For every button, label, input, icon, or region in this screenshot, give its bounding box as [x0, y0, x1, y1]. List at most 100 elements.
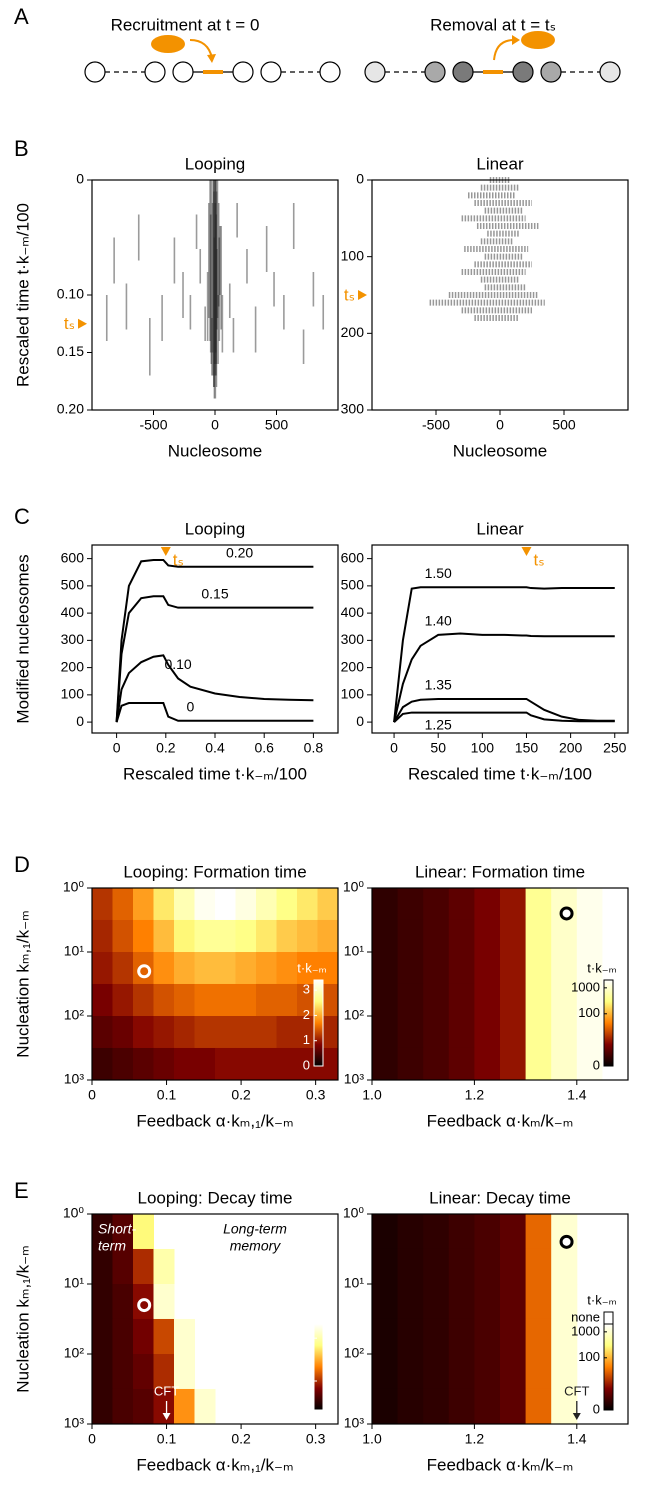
series-label: 1.50 [425, 565, 452, 581]
colorbar [603, 1323, 614, 1411]
x-tick-label: 50 [430, 740, 446, 756]
nucleosome [599, 61, 621, 83]
chart-title: Linear [476, 154, 524, 173]
heatmap-cell [112, 1248, 134, 1285]
series-label: 0.20 [226, 545, 253, 561]
cft-label: CFT [154, 1383, 179, 1398]
heatmap-cell [174, 952, 195, 985]
chart-title: Looping: Formation time [123, 862, 306, 881]
heatmap-cell [525, 983, 552, 1017]
y-tick-label: 10³ [64, 1071, 85, 1087]
chart: Looping: Formation time 0 0.1 0.2 0.3 10⁰ 10¹ 1… [13, 862, 339, 1130]
heatmap-cell [92, 888, 113, 921]
x-tick-label: 0 [496, 417, 504, 433]
heatmap-cell [153, 1318, 175, 1355]
heatmap-cell [194, 983, 216, 1017]
heatmap-cell [112, 1284, 134, 1320]
heatmap-cell [372, 1284, 399, 1320]
heatmap-cell [602, 888, 629, 921]
nucleosome [232, 61, 254, 83]
colorbar [313, 1323, 324, 1411]
heatmap-cell [500, 1284, 527, 1320]
heatmap-cell [474, 1248, 501, 1285]
heatmap-cell [525, 1248, 552, 1285]
heatmap-cell [153, 1354, 175, 1390]
panel-label: C [14, 504, 30, 529]
nucleosome [540, 61, 562, 83]
series-label: 1.25 [425, 716, 452, 732]
region-note: Long-term [223, 1221, 287, 1237]
nucleosome [260, 61, 282, 83]
nucleosome [319, 61, 341, 83]
heatmap-cell [133, 888, 154, 921]
colorbar-none-label: none [281, 1309, 310, 1324]
heatmap-cell [474, 1214, 501, 1250]
colorbar-none-label: none [571, 1309, 600, 1324]
heatmap-cell [256, 919, 277, 953]
chromatin-right [364, 61, 621, 83]
heatmap-cell [423, 1318, 450, 1355]
y-tick-label: 400 [61, 604, 85, 620]
y-tick-label: 10¹ [344, 1275, 365, 1291]
series-label: 0.10 [164, 656, 191, 672]
heatmap-cell [133, 1318, 154, 1355]
panel-label: E [14, 1178, 29, 1203]
heatmap-cell [112, 983, 134, 1017]
x-axis-title: Feedback α·kₘ,₁/k₋ₘ [136, 1111, 293, 1130]
heatmap-cell [92, 983, 113, 1017]
heatmap-cell [423, 952, 450, 985]
heatmap-cell [423, 919, 450, 953]
heatmap-cell [525, 888, 552, 921]
colorbar-tick-label: 1000 [571, 979, 600, 994]
heatmap-cell [525, 1284, 552, 1320]
heatmap-cell [500, 1047, 527, 1081]
heatmap-cell [112, 952, 134, 985]
colorbar-tick-label: 0 [303, 1057, 310, 1072]
chart-title: Looping [185, 154, 246, 173]
heatmap-cell [92, 1214, 113, 1250]
x-tick-label: 200 [559, 740, 583, 756]
heatmap-cell [500, 1248, 527, 1285]
arrow-head [512, 35, 520, 45]
heatmap-cell [256, 888, 277, 921]
heatmap-cell [474, 1318, 501, 1355]
heatmap-cell [276, 952, 298, 985]
heatmap-cell [397, 983, 424, 1017]
y-tick-label: 10³ [344, 1415, 365, 1431]
x-axis-title: Feedback α·kₘ/k₋ₘ [427, 1111, 574, 1130]
series-line [115, 702, 314, 723]
heatmap-cell [500, 1388, 527, 1425]
heatmap-cell [276, 1047, 298, 1081]
heatmap-cell [215, 952, 236, 985]
heatmap-cell [525, 952, 552, 985]
heatmap-cell [602, 952, 629, 985]
heatmap-cell [448, 983, 475, 1017]
heatmap-cell [215, 983, 236, 1017]
heatmap-cell [397, 1318, 424, 1355]
colorbar-title: t·k₋ₘ [587, 960, 616, 975]
highlight-point [137, 1298, 152, 1313]
colorbar-tick-label: 0 [593, 1401, 600, 1416]
ts-label: tₛ [533, 550, 544, 569]
series-line [393, 711, 615, 723]
heatmap-cell [576, 1016, 603, 1049]
heatmap-cell [153, 1388, 175, 1425]
heatmap-cell [372, 1388, 399, 1425]
enzyme [151, 35, 185, 53]
x-tick-label: 500 [265, 417, 289, 433]
heatmap-cell [174, 1047, 195, 1081]
x-axis-title: Feedback α·kₘ/k₋ₘ [427, 1455, 574, 1474]
heatmap-cell [112, 1214, 134, 1250]
x-tick-label: 0 [390, 740, 398, 756]
heatmap-cell [423, 1354, 450, 1390]
heatmap-cell [372, 1248, 399, 1285]
chart: 0.20 0.15 0.10 0 Looping 0 0.2 0.4 0.6 0.8 0 100 200… [13, 519, 339, 783]
y-tick-label: 10³ [344, 1071, 365, 1087]
colorbar-tick-label: 0 [303, 1401, 310, 1416]
panel-label: A [14, 4, 29, 29]
colorbar-tick-label: 100 [578, 1005, 600, 1020]
chart-title: Linear: Formation time [415, 862, 585, 881]
heatmap-cell [256, 1047, 277, 1081]
heatmap-cell [551, 1047, 578, 1081]
